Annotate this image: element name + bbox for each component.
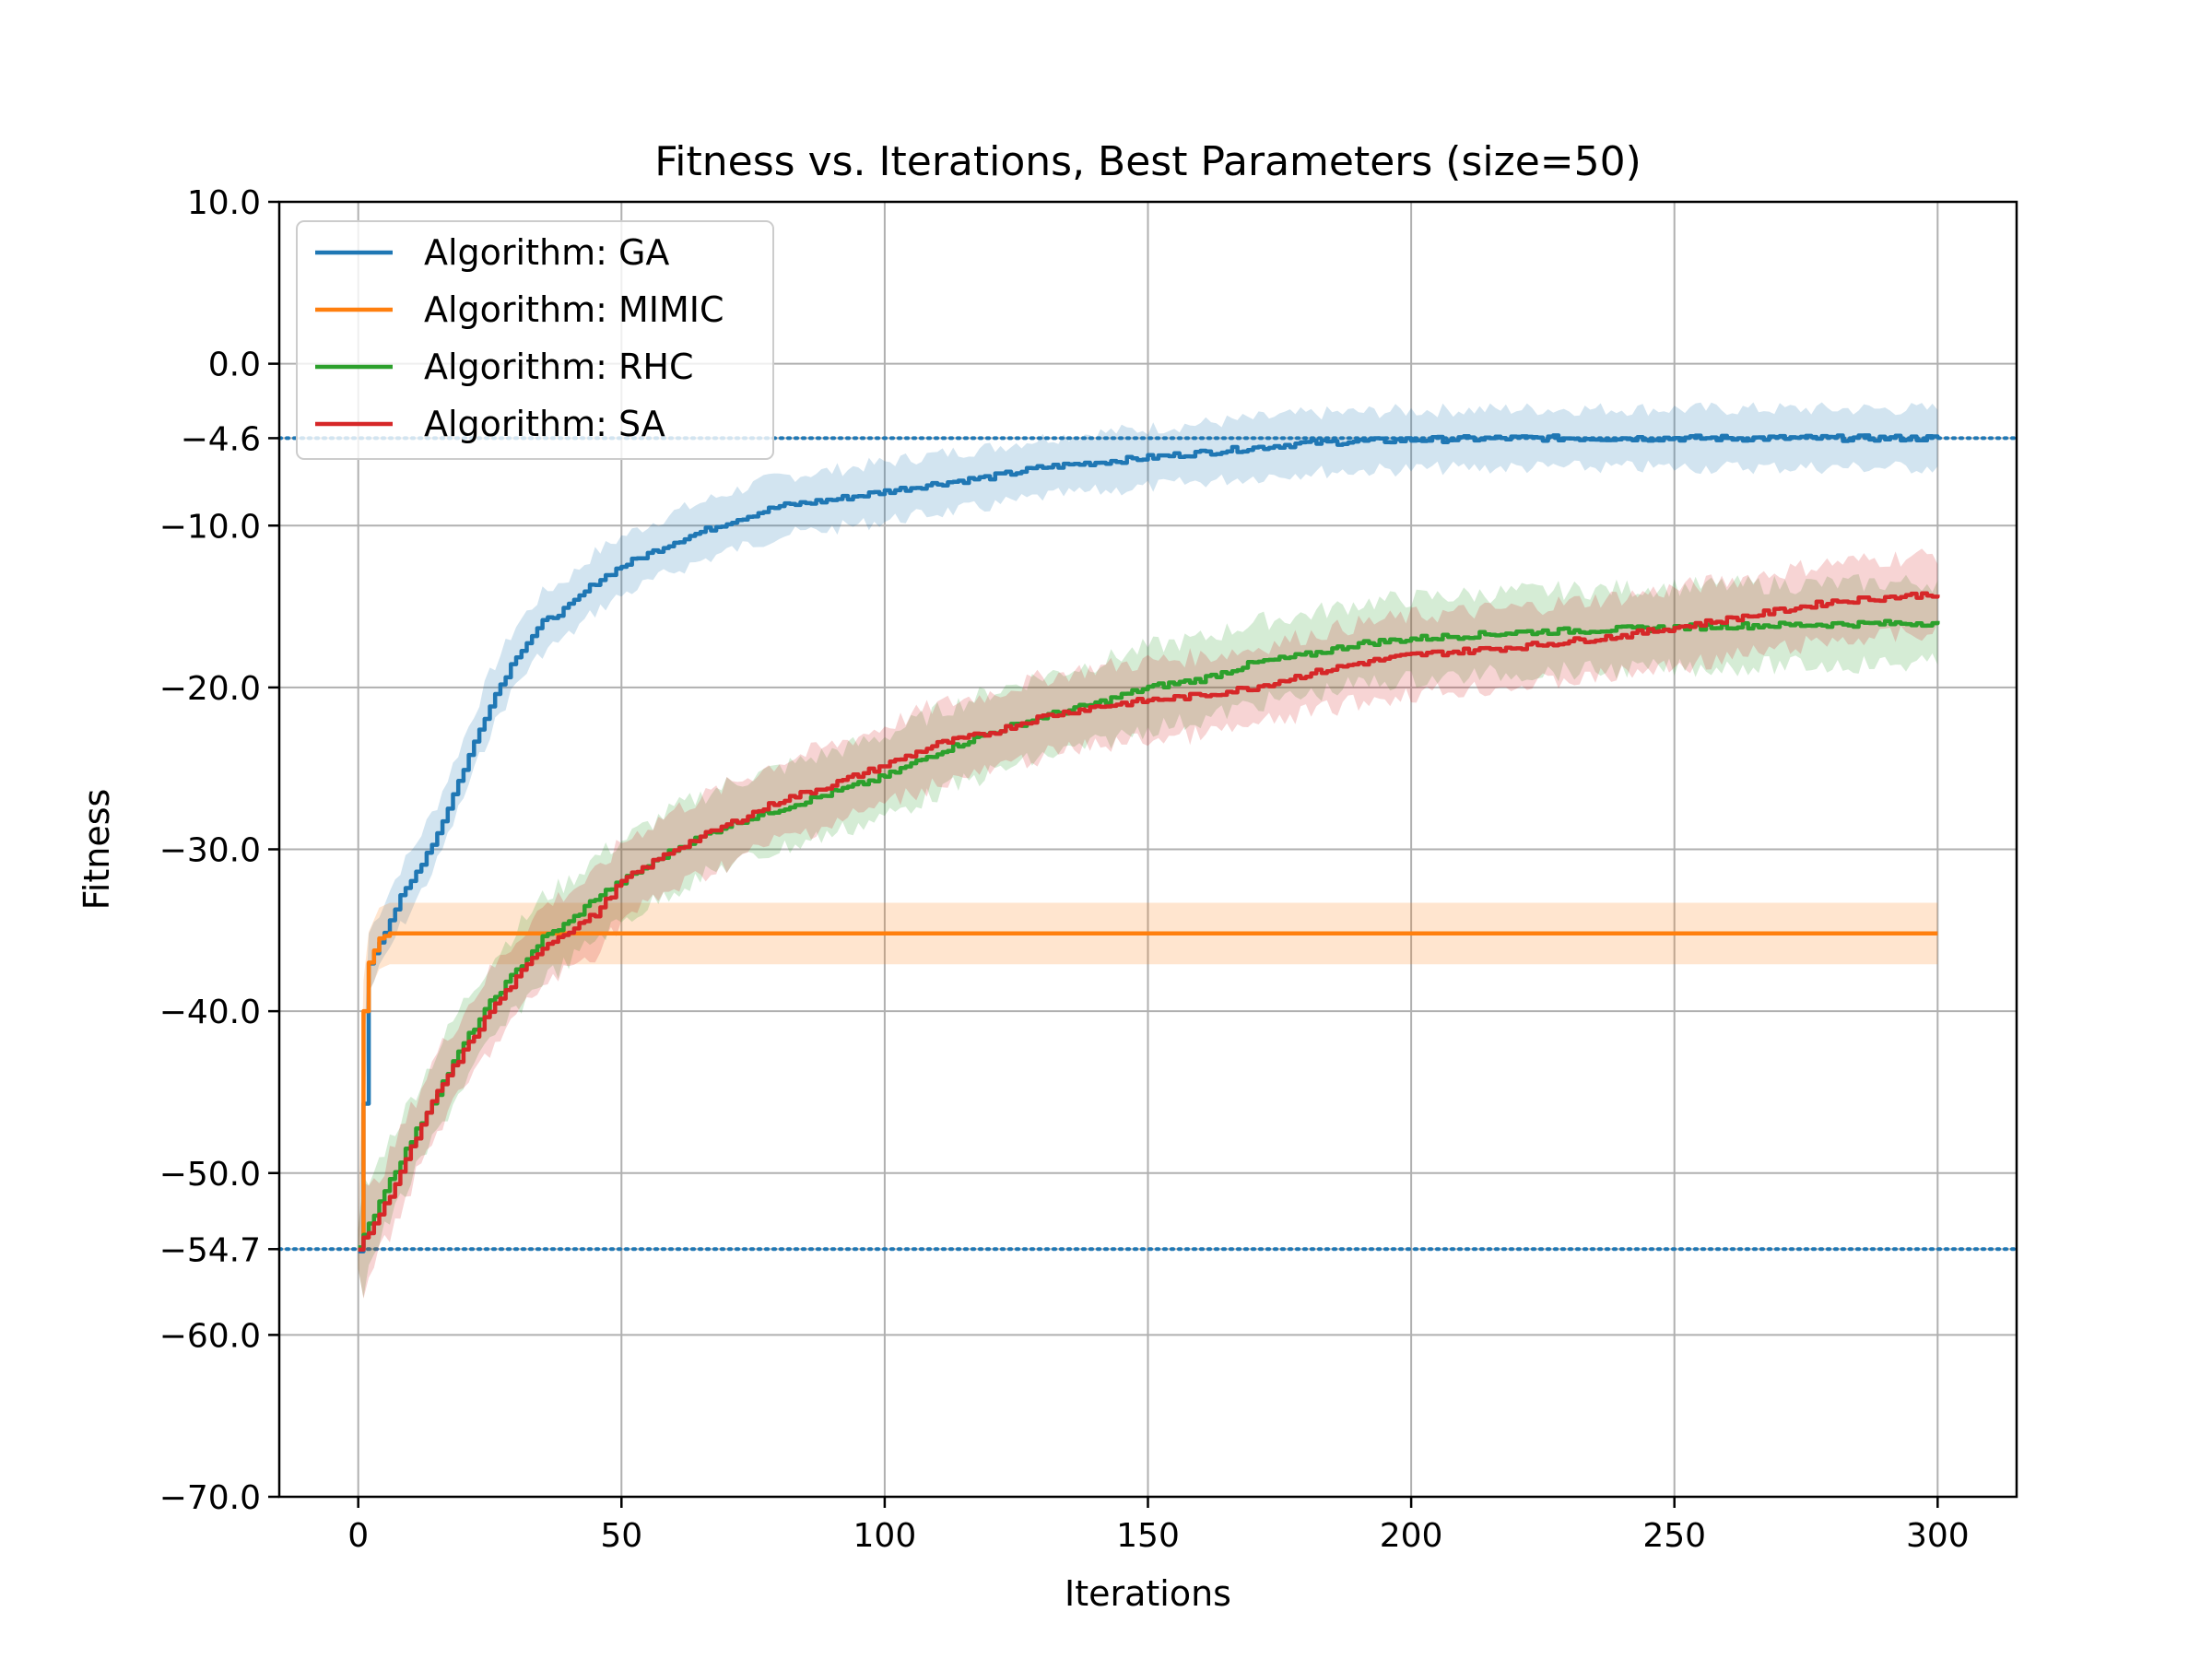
y-tick-label: 10.0 [187,184,261,222]
legend-label: Algorithm: GA [424,232,669,273]
x-tick-label: 300 [1906,1517,1970,1555]
x-tick-label: 200 [1380,1517,1443,1555]
y-tick-label: −30.0 [159,832,261,870]
x-axis-label: Iterations [1065,1573,1231,1614]
y-tick-label: 0.0 [208,347,261,384]
confidence-band [358,902,1938,1280]
y-axis-ticks: 10.0 0.0 −4.6 −10.0 −20.0 −30.0 −40.0 −50.0 −54.… [159,184,279,1517]
legend: Algorithm: GA Algorithm: MIMIC Algorithm: … [296,220,774,460]
chart-title: Fitness vs. Iterations, Best Parameters … [654,138,1641,185]
series-line [358,931,1938,1252]
series-line [358,433,1940,1254]
y-axis-label: Fitness [76,789,117,911]
series-line [358,591,1940,1253]
x-tick-label: 50 [600,1517,642,1555]
y-tick-label: −54.7 [159,1231,261,1269]
y-tick-label: −20.0 [159,670,261,708]
y-tick-label: −70.0 [159,1479,261,1517]
x-axis-ticks: 0 50 100 150 200 250 300 [347,1497,1970,1555]
x-tick-label: 250 [1642,1517,1706,1555]
y-tick-label: −4.6 [181,420,261,458]
confidence-band [358,574,1938,1299]
y-tick-label: −60.0 [159,1317,261,1355]
y-tick-label: −10.0 [159,508,261,546]
legend-label: Algorithm: SA [424,404,665,444]
y-tick-label: −50.0 [159,1156,261,1194]
legend-box [296,220,774,460]
legend-label: Algorithm: RHC [424,347,694,387]
x-tick-label: 0 [347,1517,369,1555]
x-tick-label: 150 [1116,1517,1180,1555]
x-tick-label: 100 [853,1517,917,1555]
series-lines [358,433,1940,1254]
y-tick-label: −40.0 [159,994,261,1031]
legend-label: Algorithm: MIMIC [424,289,724,330]
